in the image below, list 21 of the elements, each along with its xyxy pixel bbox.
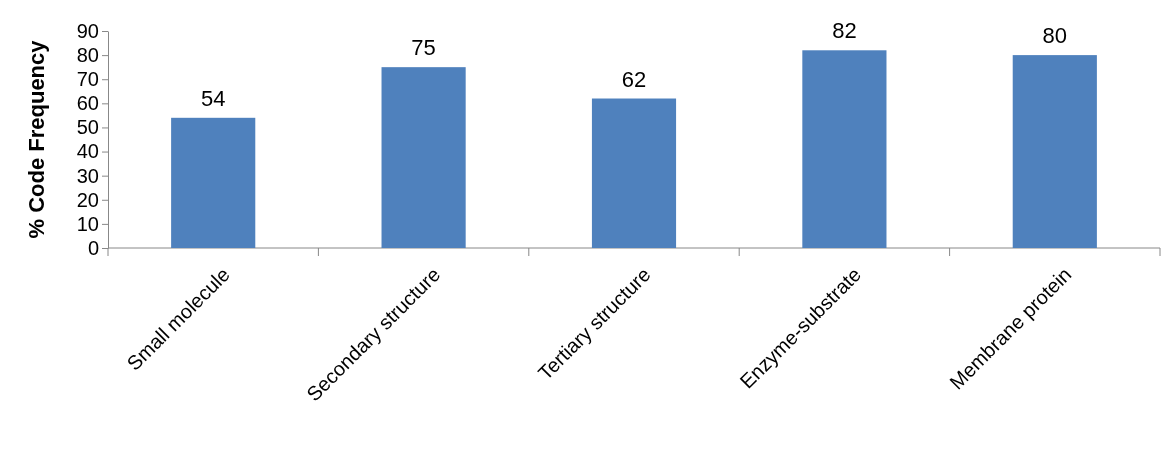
y-tick-label: 60 [76, 92, 99, 115]
y-tick-label: 10 [76, 212, 99, 235]
y-tick-label: 40 [76, 140, 99, 163]
bar [802, 50, 887, 248]
bar [591, 98, 677, 248]
y-tick-label: 70 [76, 68, 99, 91]
y-tick-label: 30 [76, 164, 99, 187]
y-tick-label: 0 [87, 236, 99, 259]
bar [171, 117, 256, 248]
data-label: 80 [1042, 23, 1068, 49]
y-tick-label: 50 [76, 116, 99, 139]
bar [381, 67, 466, 248]
y-tick-label: 20 [76, 188, 99, 211]
data-label: 62 [621, 66, 647, 92]
data-label: 54 [200, 85, 226, 111]
bar [1012, 55, 1097, 248]
y-axis-title: % Code Frequency [24, 39, 49, 239]
data-label: 75 [411, 35, 436, 61]
y-tick-label: 80 [76, 44, 99, 67]
y-tick-label: 90 [76, 19, 99, 42]
data-label: 82 [832, 18, 857, 44]
